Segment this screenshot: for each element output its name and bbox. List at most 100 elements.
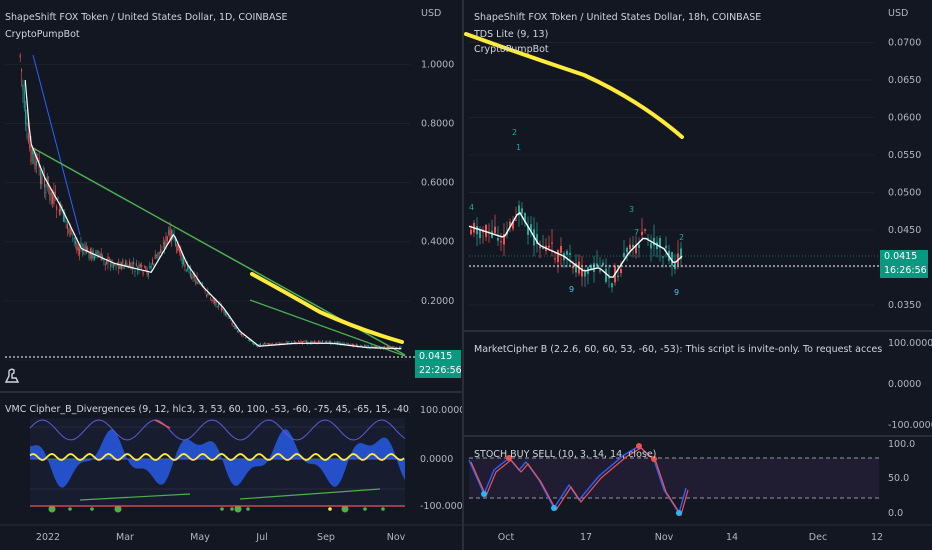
left-chart-pane[interactable]: 1.0000 0.8000 0.6000 0.4000 0.2000 100.0000 0.…: [0, 0, 462, 550]
left-candle: [318, 341, 320, 343]
right-price-tick: 0.0450: [888, 225, 921, 236]
right-candle: [644, 229, 646, 231]
left-candle: [172, 235, 174, 240]
stoch-sell-dot: [506, 455, 512, 461]
left-candle: [85, 246, 87, 254]
right-candle: [596, 263, 598, 267]
left-candle: [193, 275, 195, 279]
left-candle: [26, 122, 28, 127]
left-candle: [45, 191, 47, 194]
left-candle: [72, 234, 74, 236]
left-candle: [389, 346, 391, 348]
left-chart-author: CryptoPumpBot: [5, 29, 80, 40]
right-chart-pane[interactable]: 0.0700 0.0650 0.0600 0.0550 0.0500 0.0450 0.03…: [464, 0, 932, 550]
dinosaur-logo-icon[interactable]: [4, 366, 22, 384]
indicator-bg: [30, 418, 405, 506]
left-candle: [192, 273, 194, 278]
left-candle: [173, 233, 175, 236]
right-candle: [497, 238, 499, 241]
right-candle: [554, 258, 556, 260]
left-candle: [166, 236, 168, 241]
left-candle: [237, 330, 239, 333]
left-candle: [400, 346, 402, 350]
left-candle: [162, 242, 164, 245]
stoch-buy-dot: [551, 505, 557, 511]
left-candle: [312, 341, 314, 344]
left-candle: [374, 345, 376, 348]
left-time-tick: May: [190, 532, 210, 543]
left-candle: [114, 263, 116, 265]
left-candle: [62, 210, 64, 222]
left-candle: [141, 264, 143, 268]
left-candle: [150, 265, 152, 268]
left-candle: [127, 267, 129, 269]
left-candle: [301, 341, 303, 344]
left-candle: [212, 299, 214, 302]
right-candle: [611, 283, 613, 288]
indicator-money-flow: [29, 453, 405, 461]
market-cipher-tick: -100.0000: [888, 420, 932, 431]
left-candle: [288, 341, 290, 343]
right-candle: [557, 250, 559, 263]
left-candle: [214, 299, 216, 304]
left-candle: [314, 341, 316, 344]
left-candle: [53, 191, 55, 205]
left-candle: [49, 186, 51, 201]
left-candle: [145, 266, 147, 269]
left-candle: [181, 256, 183, 265]
right-chart-canvas[interactable]: 0.07000.06500.06000.05500.05000.04500.03…: [464, 0, 932, 550]
right-candle: [590, 265, 592, 270]
left-candle: [79, 248, 81, 255]
right-candle: [485, 224, 487, 237]
left-candle: [347, 343, 349, 345]
right-candle: [512, 221, 514, 229]
right-currency-label: USD: [888, 8, 909, 19]
signal-dot: [230, 507, 234, 511]
left-candle: [199, 282, 201, 284]
left-candle: [183, 256, 185, 265]
left-candle: [129, 261, 131, 267]
right-candle: [518, 205, 520, 216]
left-candle: [168, 230, 170, 235]
left-candle: [125, 261, 127, 266]
left-candle: [254, 343, 256, 345]
right-price-tick: 0.0700: [888, 38, 921, 49]
left-candle: [370, 345, 372, 348]
left-candle: [324, 341, 326, 343]
left-candle: [304, 340, 306, 342]
yellow-highlight-curve-right: [464, 32, 684, 139]
left-candle: [196, 277, 198, 285]
left-candle: [315, 341, 317, 344]
left-candle: [22, 84, 24, 91]
right-candle: [647, 237, 649, 239]
left-candle: [396, 346, 398, 348]
right-candle: [641, 231, 643, 235]
left-candle: [336, 342, 338, 344]
right-candle: [575, 263, 577, 273]
left-candle: [250, 340, 252, 342]
signal-dot: [341, 505, 349, 513]
left-candle: [122, 260, 124, 264]
left-candle: [269, 343, 271, 346]
left-candle: [208, 293, 210, 296]
left-candle: [280, 342, 282, 344]
left-candle: [388, 345, 390, 349]
left-candle: [19, 55, 21, 58]
left-candle: [368, 345, 370, 347]
left-candle: [21, 69, 23, 72]
left-chart-canvas[interactable]: 1.0000 0.8000 0.6000 0.4000 0.2000 100.0000 0.…: [0, 0, 462, 550]
right-candle: [503, 233, 505, 245]
stoch-k-line: [468, 445, 687, 515]
left-candle: [25, 109, 27, 124]
stoch-sell-dot: [636, 443, 642, 449]
left-candle: [39, 169, 41, 184]
right-candle: [671, 251, 673, 266]
bullish-divergence-line: [239, 488, 381, 500]
left-candle: [223, 309, 225, 314]
right-candle: [551, 242, 553, 244]
left-candle: [184, 264, 186, 267]
right-candle: [662, 256, 664, 258]
left-candle: [326, 341, 328, 344]
right-candle: [494, 226, 496, 233]
left-price-tag: 0.0415: [415, 350, 461, 364]
